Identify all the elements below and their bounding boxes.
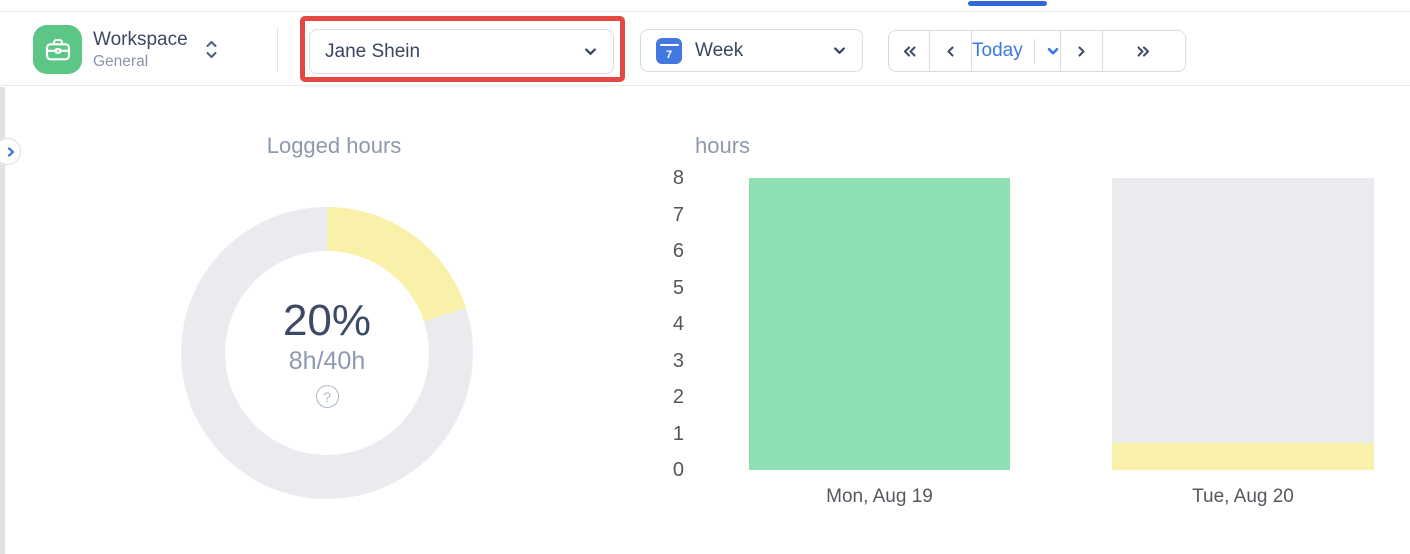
bar-column <box>749 178 1010 470</box>
chevron-down-icon <box>832 43 847 58</box>
calendar-icon-day-number: 7 <box>665 49 673 61</box>
chevron-down-icon <box>583 44 598 59</box>
active-tab-indicator <box>968 1 1047 6</box>
date-nav-group: Today <box>888 30 1186 72</box>
y-tick-label: 5 <box>672 276 684 299</box>
expand-sidebar-button[interactable] <box>0 138 21 165</box>
logged-hours-title: Logged hours <box>266 133 402 158</box>
workspace-switcher[interactable]: Workspace General <box>33 24 219 75</box>
logged-percent-value: 20% <box>282 295 372 345</box>
double-chevron-left-icon <box>901 44 918 59</box>
y-tick-label: 6 <box>672 240 684 262</box>
chevron-right-icon <box>1074 44 1089 59</box>
help-icon[interactable]: ? <box>315 385 339 409</box>
x-axis-category-label: Tue, Aug 20 <box>1192 486 1294 507</box>
logged-ratio-value: 8h/40h <box>288 347 366 376</box>
chevron-right-icon <box>5 146 17 158</box>
bar-chart-axis-title: hours <box>695 133 751 158</box>
y-tick-label: 8 <box>672 167 684 189</box>
today-segment: Today <box>972 31 1061 71</box>
y-tick-label: 3 <box>672 349 684 372</box>
today-dropdown-chevron-icon[interactable] <box>1046 44 1060 58</box>
double-chevron-right-icon <box>1135 44 1152 59</box>
logged-hours-donut: 20% 8h/40h ? <box>181 207 473 499</box>
y-tick-label: 7 <box>672 203 684 226</box>
member-dropdown[interactable]: Jane Shein <box>309 29 614 74</box>
y-tick-label: 0 <box>672 459 684 481</box>
bar-segment-remaining-capacity <box>1112 178 1374 443</box>
chevron-left-icon <box>943 44 958 59</box>
workspace-title: Workspace <box>93 28 188 50</box>
bar-segment-logged <box>1112 442 1374 470</box>
calendar-week-icon: 7 <box>656 37 682 64</box>
bar-segment-logged <box>749 178 1010 470</box>
previous-period-button[interactable] <box>930 31 972 71</box>
y-tick-label: 4 <box>672 313 684 335</box>
next-period-button[interactable] <box>1060 31 1103 71</box>
workspace-switch-chevrons-icon[interactable] <box>204 38 219 61</box>
top-tab-bar-edge <box>0 0 1410 12</box>
header-divider <box>277 27 278 72</box>
donut-center: 20% 8h/40h ? <box>225 251 429 455</box>
header-bar: Workspace General Jane Shein <box>0 12 1410 86</box>
workspace-briefcase-icon <box>33 25 82 74</box>
today-separator <box>1033 38 1035 64</box>
last-period-button[interactable] <box>1102 31 1185 71</box>
workspace-subtitle: General <box>93 52 149 70</box>
today-button[interactable]: Today <box>972 40 1023 61</box>
y-axis: 8 7 6 5 4 3 2 1 0 <box>640 0 684 554</box>
first-period-button[interactable] <box>889 31 930 71</box>
annotation-highlight-box: Jane Shein <box>300 16 625 82</box>
y-tick-label: 2 <box>672 386 684 408</box>
calendar-icon-top-bar <box>659 43 679 46</box>
period-dropdown[interactable]: 7 Week <box>640 29 863 72</box>
collapsed-sidebar-rail <box>0 87 5 554</box>
period-dropdown-value: Week <box>695 39 744 61</box>
member-dropdown-value: Jane Shein <box>325 40 421 62</box>
workspace-text: Workspace General <box>93 29 188 71</box>
bar-column <box>1112 178 1374 470</box>
x-axis-category-label: Mon, Aug 19 <box>826 486 933 507</box>
y-tick-label: 1 <box>672 422 684 445</box>
